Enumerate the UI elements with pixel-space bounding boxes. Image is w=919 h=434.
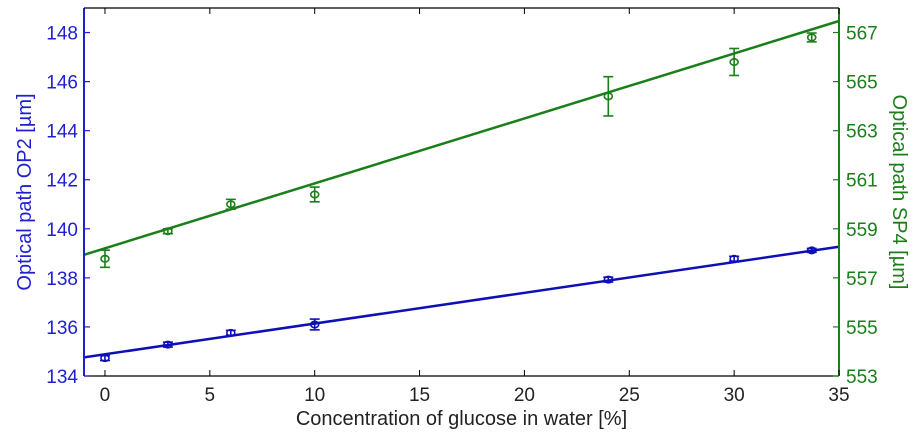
x-tick-label: 30 bbox=[724, 385, 745, 406]
x-tick-label: 15 bbox=[409, 385, 430, 406]
right-tick-label: 553 bbox=[846, 367, 878, 388]
data-point-right bbox=[729, 57, 739, 66]
right-tick-label: 555 bbox=[846, 318, 878, 339]
tick-labels-layer: 0 5 10 15 20 25 30 35 134 136 138 140 142 144 146 148 55… bbox=[46, 24, 877, 406]
left-axis-label: Optical path OP2 [µm] bbox=[14, 93, 36, 290]
axes-layer bbox=[83, 7, 840, 377]
x-tick-label: 10 bbox=[304, 385, 325, 406]
left-tick-label: 148 bbox=[46, 24, 78, 45]
right-tick-label: 559 bbox=[846, 220, 878, 241]
data-point-right bbox=[806, 33, 817, 42]
error-bars-layer bbox=[99, 32, 817, 362]
x-tick-label: 0 bbox=[100, 385, 111, 406]
x-tick-label: 25 bbox=[619, 385, 640, 406]
right-tick-label: 561 bbox=[846, 171, 878, 192]
left-tick-label: 134 bbox=[46, 367, 78, 388]
data-point-left bbox=[309, 320, 320, 329]
left-tick-label: 140 bbox=[46, 220, 78, 241]
x-axis-label: Concentration of glucose in water [%] bbox=[296, 408, 627, 430]
data-point-right bbox=[100, 254, 110, 263]
left-tick-label: 138 bbox=[46, 269, 78, 290]
x-tick-label: 35 bbox=[828, 385, 849, 406]
data-point-right bbox=[603, 92, 614, 101]
left-tick-label: 136 bbox=[46, 318, 78, 339]
data-point-left bbox=[100, 354, 110, 363]
data-point-right bbox=[226, 200, 236, 209]
data-point-left bbox=[806, 246, 817, 255]
data-points-layer bbox=[100, 33, 817, 363]
data-point-left bbox=[226, 328, 236, 337]
right-tick-label: 565 bbox=[846, 73, 878, 94]
fit-line-right bbox=[83, 19, 840, 256]
data-point-right bbox=[309, 190, 320, 199]
x-tick-label: 20 bbox=[514, 385, 535, 406]
data-point-left bbox=[729, 254, 739, 263]
data-point-right bbox=[163, 227, 173, 236]
left-tick-label: 146 bbox=[46, 73, 78, 94]
right-tick-label: 563 bbox=[846, 122, 878, 143]
fit-lines-layer bbox=[83, 19, 840, 359]
left-tick-label: 144 bbox=[46, 122, 78, 143]
right-tick-label: 567 bbox=[846, 24, 878, 45]
data-point-left bbox=[603, 275, 614, 284]
x-tick-label: 5 bbox=[205, 385, 216, 406]
left-tick-label: 142 bbox=[46, 171, 78, 192]
right-tick-label: 557 bbox=[846, 269, 878, 290]
data-point-left bbox=[163, 340, 173, 349]
right-axis-label: Optical path SP4 [µm] bbox=[888, 95, 910, 290]
fit-line-left bbox=[83, 245, 840, 359]
